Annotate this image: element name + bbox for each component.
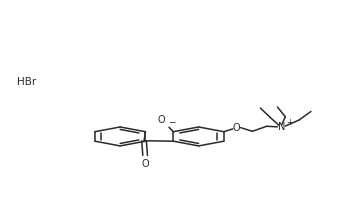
Text: O: O [157,115,165,125]
Text: +: + [286,118,293,127]
Text: O: O [141,159,149,169]
Text: −: − [168,117,175,126]
Text: O: O [233,123,240,133]
Text: HBr: HBr [17,77,36,87]
Text: N: N [278,122,285,132]
